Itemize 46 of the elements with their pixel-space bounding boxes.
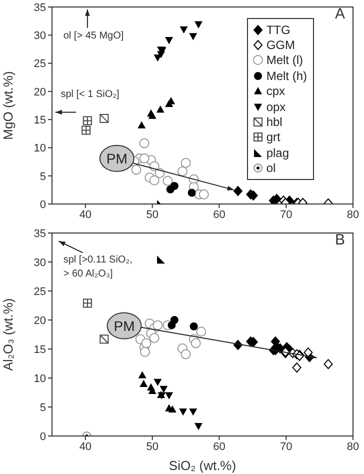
x-tick-label: 40 xyxy=(79,208,92,221)
x-tick-label: 60 xyxy=(213,208,226,221)
x-axis-title: SiO₂ (wt.%) xyxy=(168,458,236,473)
legend-label: TTG xyxy=(266,22,290,37)
annotation: ol [> 45 MgO] xyxy=(63,30,124,42)
legend-label: opx xyxy=(266,100,286,114)
y-tick-label: 20 xyxy=(34,314,46,327)
y-axis-title: Al₂O₃ (wt.%) xyxy=(0,298,16,371)
x-tick-label: 70 xyxy=(280,440,292,453)
annotation: B xyxy=(334,232,345,249)
legend-label: grt xyxy=(266,130,280,144)
y-tick-label: 30 xyxy=(34,256,46,269)
y-tick-label: 10 xyxy=(34,142,46,155)
legend-label: plag xyxy=(266,146,290,160)
annotation: A xyxy=(334,5,345,22)
legend-label: Melt (l) xyxy=(266,53,303,68)
legend-label: cpx xyxy=(266,84,286,98)
x-tick-label: 80 xyxy=(346,440,360,453)
y-axis-title: MgO (wt.%) xyxy=(0,71,16,140)
y-tick-label: 35 xyxy=(34,2,46,14)
annotation: PM xyxy=(106,150,128,166)
annotation: PM xyxy=(114,318,135,334)
y-tick-label: 20 xyxy=(34,86,46,98)
annotation: spl [< 1 SiO₂] xyxy=(60,89,120,100)
x-tick-label: 50 xyxy=(146,208,158,221)
y-tick-label: 0 xyxy=(40,430,46,443)
y-tick-label: 35 xyxy=(34,228,46,240)
y-tick-label: 30 xyxy=(34,30,46,42)
x-tick-label: 70 xyxy=(280,208,292,221)
x-tick-label: 60 xyxy=(213,440,226,453)
y-tick-label: 5 xyxy=(40,402,46,414)
y-tick-label: 0 xyxy=(40,198,46,211)
legend-label: ol xyxy=(266,161,276,176)
y-tick-label: 25 xyxy=(34,58,46,70)
x-tick-label: 50 xyxy=(146,440,158,453)
y-tick-label: 25 xyxy=(34,286,46,298)
y-tick-label: 10 xyxy=(34,372,46,385)
y-tick-label: 5 xyxy=(40,170,46,183)
legend-label: Melt (h) xyxy=(266,68,307,83)
x-tick-label: 40 xyxy=(79,440,92,453)
y-tick-label: 15 xyxy=(34,344,46,356)
x-tick-label: 80 xyxy=(346,208,360,221)
legend-label: hbl xyxy=(266,115,282,130)
annotation: spl [>0.11 SiO₂, > 60 Al₂O₃] xyxy=(63,254,132,280)
y-tick-label: 15 xyxy=(34,114,46,126)
legend-label: GGM xyxy=(266,38,295,52)
